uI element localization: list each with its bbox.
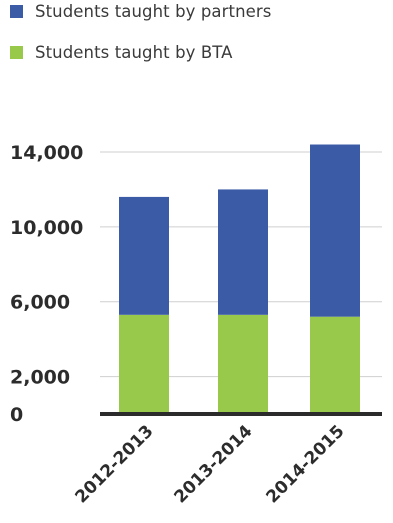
y-tick-label: 10,000 <box>10 217 83 239</box>
legend-label-bta: Students taught by BTA <box>35 43 233 62</box>
bar-segment-bta <box>218 314 268 414</box>
y-tick-label: 14,000 <box>10 142 83 164</box>
legend-item-partners: Students taught by partners <box>10 2 272 21</box>
bar-segment-partners <box>310 144 360 317</box>
legend-swatch-partners <box>10 5 23 18</box>
y-tick-label: 2,000 <box>10 367 70 389</box>
legend-label-partners: Students taught by partners <box>35 2 272 21</box>
x-tick-label: 2014-2015 <box>262 421 348 507</box>
y-tick-label: 6,000 <box>10 292 70 314</box>
bar-segment-partners <box>218 189 268 315</box>
bar-segment-partners <box>119 196 169 315</box>
y-tick-label: 0 <box>10 404 23 426</box>
bar-segment-bta <box>310 316 360 414</box>
legend-item-bta: Students taught by BTA <box>10 43 233 62</box>
x-tick-label: 2013-2014 <box>170 421 256 507</box>
legend-swatch-bta <box>10 46 23 59</box>
bar-segment-bta <box>119 314 169 414</box>
x-tick-label: 2012-2013 <box>71 421 157 507</box>
